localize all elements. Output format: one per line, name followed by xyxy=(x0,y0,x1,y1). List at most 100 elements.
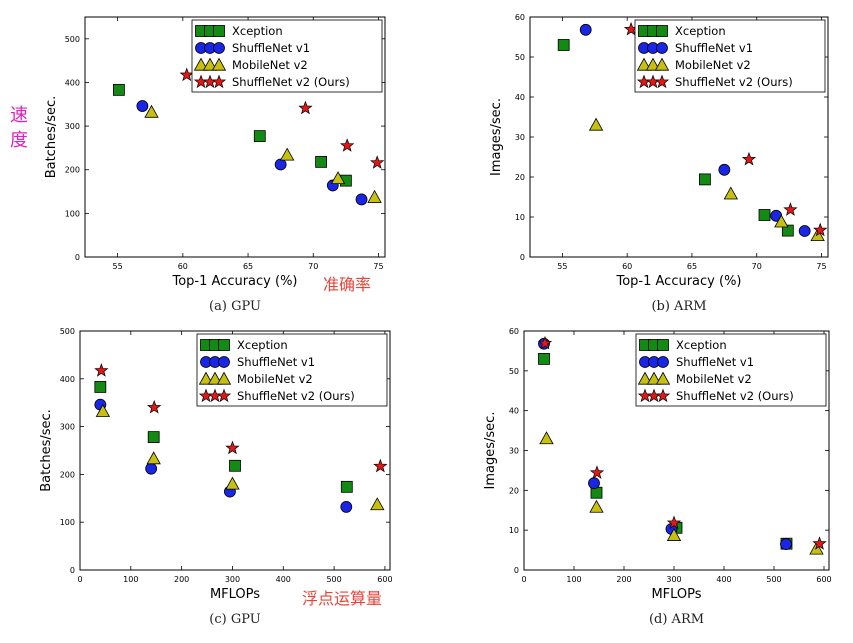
legend-marker-mobilenet-v2 xyxy=(202,57,218,71)
data-point-xception xyxy=(253,130,266,143)
data-point-shufflenet-v1 xyxy=(145,462,158,475)
y-tick-label: 30 xyxy=(515,133,525,142)
chart-caption: (b) ARM xyxy=(651,299,706,314)
data-point-shufflenet-v2-ours xyxy=(147,399,162,414)
data-point-shufflenet-v1 xyxy=(780,538,792,551)
x-tick-label: 0 xyxy=(521,575,526,584)
legend-marker-xception xyxy=(218,339,230,351)
legend-label-xception: Xception xyxy=(237,338,288,352)
data-point-mobilenet-v2 xyxy=(279,147,295,161)
data-point-xception xyxy=(538,352,550,365)
data-point-mobilenet-v2 xyxy=(723,186,739,200)
y-tick-label: 20 xyxy=(509,486,519,495)
legend-label-shufflenet-v1: ShuffleNet v1 xyxy=(675,41,753,55)
legend-marker-shufflenet-v2-ours xyxy=(211,74,227,89)
data-point-shufflenet-v1 xyxy=(718,163,731,176)
x-tick-label: 60 xyxy=(622,262,632,271)
data-point-shufflenet-v2-ours xyxy=(537,335,553,350)
data-point-mobilenet-v2 xyxy=(774,214,789,228)
y-axis-label: Images/sec. xyxy=(483,412,498,490)
legend-label-mobilenet-v2: MobileNet v2 xyxy=(237,372,313,386)
data-point-xception xyxy=(699,173,711,186)
y-tick-label: 40 xyxy=(515,93,525,102)
chart-panel-b: 55 60 65 70 75 0 10 20 30 40 50 60 Top-1 Accuracy (%… xyxy=(489,13,829,314)
legend-marker-mobilenet-v2 xyxy=(654,57,670,71)
data-point-shufflenet-v1 xyxy=(340,501,353,513)
speed-annotation-char-1: 速 xyxy=(10,105,28,126)
legend-marker-shufflenet-v1 xyxy=(213,42,225,54)
y-tick-label: 500 xyxy=(60,327,75,336)
y-tick-label: 20 xyxy=(515,173,525,182)
data-point-mobilenet-v2 xyxy=(225,476,240,490)
legend-marker-xception xyxy=(213,25,225,37)
legend-marker-mobilenet-v2 xyxy=(207,371,223,385)
chart-caption: (d) ARM xyxy=(649,612,704,627)
chart-caption: (c) GPU xyxy=(209,612,260,627)
y-tick-label: 100 xyxy=(65,209,80,218)
x-axis-label: Top-1 Accuracy (%) xyxy=(615,274,741,289)
chart-caption: (a) GPU xyxy=(209,299,261,314)
x-axis-label: MFLOPs xyxy=(651,587,701,602)
data-point-shufflenet-v2-ours xyxy=(370,155,385,169)
legend-label-shufflenet-v2-ours: ShuffleNet v2 (Ours) xyxy=(675,75,793,89)
x-tick-label: 55 xyxy=(557,262,567,271)
accuracy-annotation: 准确率 xyxy=(323,275,371,294)
x-tick-label: 600 xyxy=(816,575,831,584)
y-tick-label: 0 xyxy=(514,566,519,575)
legend-marker-shufflenet-v2-ours xyxy=(655,388,671,403)
legend-label-shufflenet-v1: ShuffleNet v1 xyxy=(232,41,310,55)
y-tick-label: 400 xyxy=(65,78,80,87)
x-tick-label: 400 xyxy=(276,575,291,584)
data-point-mobilenet-v2 xyxy=(146,451,161,465)
y-tick-label: 100 xyxy=(60,518,75,527)
data-point-mobilenet-v2 xyxy=(95,403,111,417)
x-tick-label: 0 xyxy=(77,575,82,584)
legend-marker-mobilenet-v2 xyxy=(637,371,653,385)
data-point-shufflenet-v2-ours xyxy=(94,363,109,377)
legend-marker-mobilenet-v2 xyxy=(655,371,671,385)
y-tick-label: 0 xyxy=(75,253,80,262)
data-point-xception xyxy=(781,224,794,237)
speed-annotation-char-2: 度 xyxy=(10,130,28,151)
legend-label-shufflenet-v2-ours: ShuffleNet v2 (Ours) xyxy=(232,75,350,89)
x-tick-label: 400 xyxy=(716,575,731,584)
data-point-xception xyxy=(340,480,353,493)
data-point-shufflenet-v2-ours xyxy=(812,536,827,550)
data-point-mobilenet-v2 xyxy=(666,528,682,541)
chart-panel-c: 0 100 200 300 400 500 600 0 100 200 300 400 500 MFLOP… xyxy=(39,327,393,627)
legend-marker-shufflenet-v2-ours xyxy=(216,388,232,403)
x-axis-label: MFLOPs xyxy=(210,587,260,602)
legend-marker-shufflenet-v1 xyxy=(656,42,668,54)
data-point-shufflenet-v1 xyxy=(579,23,592,36)
x-axis-label: Top-1 Accuracy (%) xyxy=(171,274,297,289)
legend-label-xception: Xception xyxy=(676,338,727,352)
data-point-shufflenet-v2-ours xyxy=(813,222,828,237)
y-tick-label: 30 xyxy=(509,447,519,456)
data-point-shufflenet-v2-ours xyxy=(783,202,798,216)
legend-marker-xception xyxy=(656,25,668,37)
data-point-xception xyxy=(758,209,771,221)
data-point-shufflenet-v1 xyxy=(136,100,149,112)
y-tick-label: 200 xyxy=(65,166,80,175)
data-point-xception xyxy=(557,39,570,51)
legend-label-shufflenet-v1: ShuffleNet v1 xyxy=(676,355,754,369)
data-point-shufflenet-v1 xyxy=(355,193,368,206)
data-point-shufflenet-v2-ours xyxy=(666,515,682,530)
y-tick-label: 10 xyxy=(509,526,519,535)
data-point-xception xyxy=(229,459,241,472)
data-point-xception xyxy=(94,381,107,393)
legend-marker-xception xyxy=(657,339,669,351)
y-tick-label: 40 xyxy=(509,407,519,416)
legend-marker-mobilenet-v2 xyxy=(216,371,232,385)
legend-marker-mobilenet-v2 xyxy=(645,57,661,71)
data-point-shufflenet-v2-ours xyxy=(589,465,605,479)
x-tick-label: 500 xyxy=(766,575,781,584)
legend-label-shufflenet-v2-ours: ShuffleNet v2 (Ours) xyxy=(676,389,794,403)
y-tick-label: 300 xyxy=(60,423,75,432)
legend-label-xception: Xception xyxy=(675,24,726,38)
x-tick-label: 200 xyxy=(174,575,189,584)
mflops-annotation: 浮点运算量 xyxy=(302,589,382,608)
data-point-mobilenet-v2 xyxy=(370,497,385,511)
data-point-shufflenet-v1 xyxy=(588,477,600,490)
